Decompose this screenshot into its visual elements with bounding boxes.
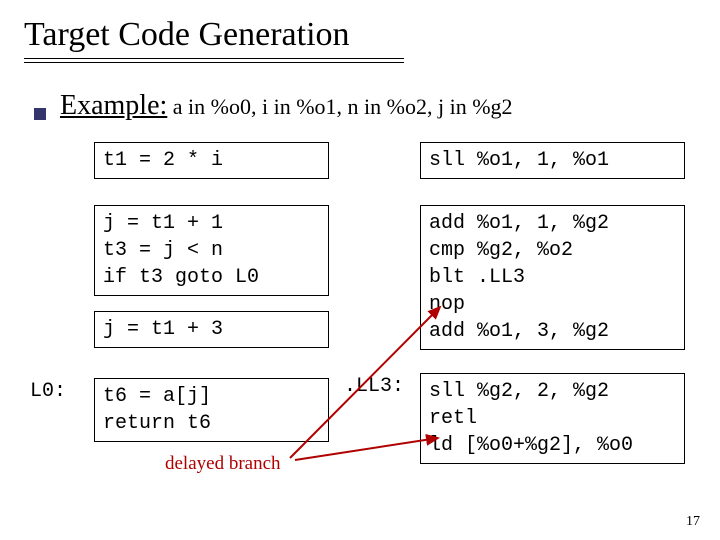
example-row: Example: a in %o0, i in %o1, n in %o2, j… — [34, 90, 513, 122]
asm-block-3: sll %g2, 2, %g2 retl ld [%o0+%g2], %o0 — [420, 373, 685, 464]
asm-block-1: sll %o1, 1, %o1 — [420, 142, 685, 179]
ir-block-1: t1 = 2 * i — [94, 142, 329, 179]
asm-block-2: add %o1, 1, %g2 cmp %g2, %o2 blt .LL3 no… — [420, 205, 685, 350]
bullet-icon — [34, 108, 46, 120]
label-l0: L0: — [30, 380, 66, 403]
ir-block-3: j = t1 + 3 — [94, 311, 329, 348]
example-rest: a in %o0, i in %o1, n in %o2, j in %g2 — [167, 94, 512, 119]
page-number: 17 — [686, 514, 700, 530]
title-underline — [24, 58, 404, 62]
ir-block-4: t6 = a[j] return t6 — [94, 378, 329, 442]
label-ll3: .LL3: — [344, 375, 404, 398]
ir-block-2: j = t1 + 1 t3 = j < n if t3 goto L0 — [94, 205, 329, 296]
page-title: Target Code Generation — [24, 16, 350, 54]
example-heading: Example: — [60, 90, 167, 121]
delayed-branch-label: delayed branch — [165, 453, 281, 475]
